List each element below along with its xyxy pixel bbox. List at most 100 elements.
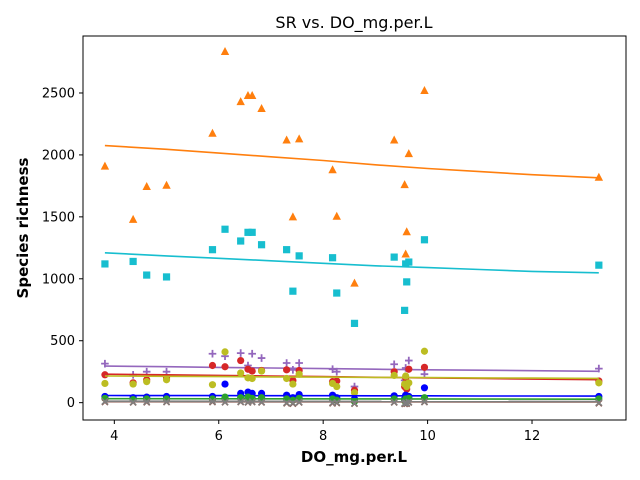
data-point-triangle	[257, 103, 266, 112]
y-tick-label: 1000	[42, 272, 75, 287]
data-point-square	[328, 254, 337, 262]
y-axis-label: Species richness	[14, 157, 32, 298]
data-point-circle	[283, 366, 291, 374]
data-point-square	[237, 237, 245, 245]
data-point-circle	[333, 382, 341, 391]
data-point-square	[333, 289, 341, 297]
data-point-triangle	[420, 86, 429, 95]
data-point-plus	[208, 349, 217, 358]
data-point-triangle	[389, 135, 399, 144]
trend-line	[104, 397, 599, 400]
x-axis-label: DO_mg.per.L	[301, 448, 408, 466]
data-point-circle	[295, 370, 303, 378]
data-point-circle	[402, 372, 410, 380]
x-tick-label: 8	[319, 429, 327, 444]
data-point-triangle	[400, 180, 409, 189]
trend-line	[104, 365, 599, 373]
data-point-square	[283, 246, 291, 254]
data-point-circle	[420, 363, 429, 371]
data-point-triangle	[594, 172, 604, 181]
data-point-plus	[295, 359, 303, 367]
data-point-circle	[350, 389, 359, 397]
x-axis: 4 6 8 10 12	[110, 420, 540, 444]
trend-line	[104, 144, 599, 179]
data-point-circle	[237, 369, 245, 377]
data-point-circle	[129, 380, 137, 388]
data-point-triangle	[100, 161, 110, 170]
series-3	[101, 349, 603, 391]
series-1	[100, 46, 604, 287]
data-point-plus	[390, 360, 398, 369]
trend-line	[104, 394, 599, 397]
data-point-square	[405, 258, 413, 266]
data-point-square	[162, 273, 171, 281]
y-tick-label: 2000	[42, 148, 75, 163]
data-point-square	[289, 287, 297, 295]
data-point-square	[221, 225, 229, 233]
data-point-triangle	[288, 212, 298, 221]
series-5	[101, 347, 603, 397]
data-point-plus	[257, 354, 266, 362]
data-point-circle	[143, 378, 151, 386]
data-point-square	[244, 228, 252, 236]
series-4	[101, 356, 603, 394]
x-tick-label: 12	[524, 429, 541, 444]
data-point-triangle	[404, 149, 413, 158]
data-point-circle	[221, 363, 229, 371]
data-point-circle	[208, 381, 217, 389]
data-point-triangle	[247, 90, 257, 99]
data-point-square	[403, 278, 411, 286]
data-point-square	[595, 261, 603, 269]
data-point-circle	[257, 367, 266, 375]
data-point-circle	[162, 376, 171, 384]
data-point-triangle	[128, 214, 138, 223]
data-point-plus	[289, 366, 297, 374]
data-point-circle	[101, 379, 109, 388]
data-point-square	[420, 236, 429, 244]
series-2	[101, 225, 603, 327]
x-tick-label: 6	[215, 429, 223, 444]
chart-title: SR vs. DO_mg.per.L	[275, 13, 432, 33]
data-point-x	[333, 398, 341, 406]
trend-line	[104, 375, 599, 380]
y-axis: 0 500 1000 1500 2000 2500	[42, 86, 83, 411]
data-point-triangle	[162, 180, 171, 189]
data-point-plus	[595, 364, 603, 373]
plot-frame	[82, 35, 627, 421]
data-point-triangle	[208, 128, 217, 137]
plot-area	[82, 35, 627, 421]
data-point-plus	[236, 349, 245, 357]
data-point-triangle	[282, 135, 291, 144]
y-tick-label: 1500	[42, 210, 75, 225]
data-point-triangle	[401, 249, 410, 258]
data-point-square	[101, 260, 109, 268]
trend-line	[104, 252, 599, 274]
data-point-square	[129, 257, 137, 266]
data-point-circle	[221, 380, 229, 388]
data-point-plus	[420, 370, 429, 378]
data-point-circle	[405, 365, 413, 373]
data-point-triangle	[328, 165, 337, 174]
data-point-circle	[237, 356, 245, 365]
data-point-x	[595, 399, 603, 407]
data-point-circle	[405, 379, 413, 387]
data-point-square	[390, 253, 398, 261]
data-point-triangle	[350, 278, 359, 287]
data-point-triangle	[402, 227, 411, 236]
data-point-square	[143, 271, 151, 279]
data-point-circle	[283, 374, 291, 383]
data-point-x	[129, 398, 137, 406]
data-point-triangle	[294, 134, 304, 143]
x-tick-label: 10	[419, 429, 436, 444]
data-point-square	[350, 319, 359, 327]
data-point-triangle	[142, 182, 151, 191]
data-point-plus	[282, 359, 291, 367]
data-point-circle	[595, 379, 603, 387]
data-point-plus	[248, 349, 256, 358]
series-9	[101, 397, 603, 407]
y-tick-label: 2500	[42, 86, 75, 101]
y-tick-label: 0	[67, 396, 75, 411]
data-point-triangle	[332, 211, 341, 220]
data-point-circle	[420, 384, 429, 392]
